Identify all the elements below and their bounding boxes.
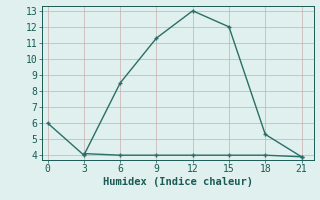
X-axis label: Humidex (Indice chaleur): Humidex (Indice chaleur): [103, 177, 252, 187]
